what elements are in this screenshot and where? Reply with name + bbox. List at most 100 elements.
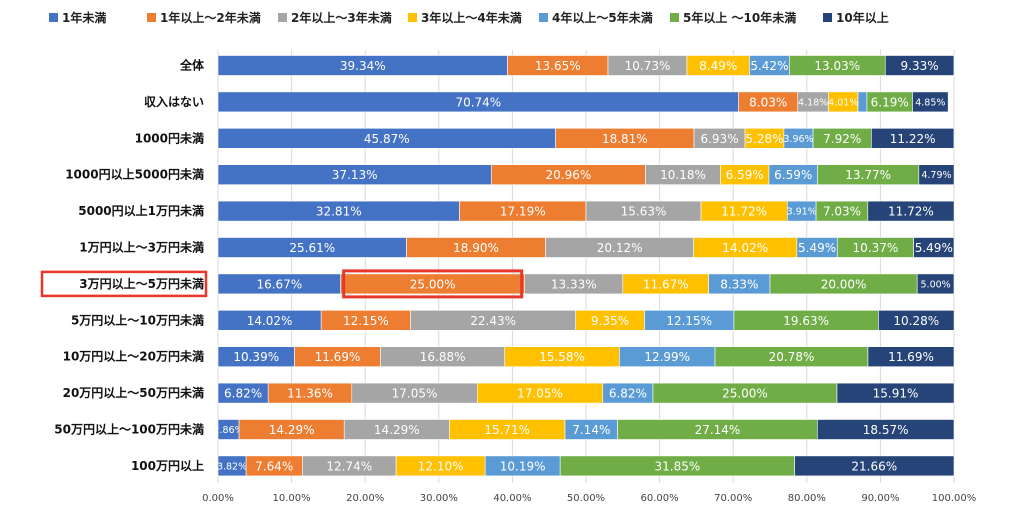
x-axis-ticks: 0.00% 10.00% 20.00% 30.00% 40.00% 50.00% 60.00… bbox=[202, 493, 976, 504]
x-tick-label: 100.00% bbox=[932, 493, 977, 504]
x-tick-label: 90.00% bbox=[861, 493, 899, 504]
legend-swatch bbox=[670, 13, 679, 22]
data-label: 11.69% bbox=[315, 350, 361, 364]
category-label: 20万円以上～50万円未満 bbox=[63, 385, 204, 400]
x-tick-label: 40.00% bbox=[493, 493, 531, 504]
data-label: 10.28% bbox=[893, 314, 939, 328]
data-label: 16.67% bbox=[256, 277, 302, 291]
data-label: 20.00% bbox=[821, 277, 867, 291]
legend-label: 1年以上～2年未満 bbox=[160, 10, 261, 25]
legend: 1年未満 1年以上～2年未満 2年以上～3年未満 3年以上～4年未満 4年以上～5年未満… bbox=[49, 10, 889, 25]
data-label: 3.82% bbox=[217, 461, 247, 472]
gridlines bbox=[217, 50, 955, 483]
data-label: 2.86% bbox=[213, 425, 243, 436]
data-label: 14.02% bbox=[722, 241, 768, 255]
bar-segment bbox=[867, 346, 955, 368]
x-tick-label: 70.00% bbox=[714, 493, 752, 504]
data-label: 4.85% bbox=[915, 97, 945, 108]
data-label: 5.49% bbox=[798, 241, 836, 255]
category-label: 100万円以上 bbox=[131, 458, 204, 473]
legend-swatch bbox=[147, 13, 156, 22]
data-label: 12.15% bbox=[666, 314, 712, 328]
data-label: 25.61% bbox=[289, 241, 335, 255]
category-label: 1000円未満 bbox=[135, 130, 204, 145]
x-tick-label: 30.00% bbox=[420, 493, 458, 504]
data-label: 6.93% bbox=[700, 132, 738, 146]
data-label: 17.05% bbox=[392, 387, 438, 401]
bar-segment bbox=[918, 164, 955, 185]
data-label: 6.82% bbox=[609, 387, 647, 401]
data-label: 25.00% bbox=[722, 387, 768, 401]
data-label: 20.78% bbox=[769, 350, 815, 364]
data-label: 6.59% bbox=[726, 168, 764, 182]
data-label: 6.19% bbox=[871, 95, 909, 109]
bars: 39.34% 13.65% 10.73% 8.49% 5.42% 13.03% 9.33% 7… bbox=[213, 55, 955, 477]
category-label: 1000円以上5000円未満 bbox=[65, 167, 204, 182]
category-highlight-box bbox=[40, 270, 208, 298]
data-label: 16.88% bbox=[420, 350, 466, 364]
data-label: 27.14% bbox=[695, 423, 741, 437]
data-label: 70.74% bbox=[455, 95, 501, 109]
data-label: 39.34% bbox=[340, 59, 386, 73]
data-label: 9.35% bbox=[591, 314, 629, 328]
data-label: 15.58% bbox=[539, 350, 585, 364]
data-label: 5.49% bbox=[915, 241, 953, 255]
legend-swatch bbox=[49, 13, 58, 22]
x-tick-label: 60.00% bbox=[641, 493, 679, 504]
data-label: 12.74% bbox=[326, 459, 372, 473]
bar-segment bbox=[817, 419, 955, 440]
data-label: 4.79% bbox=[921, 170, 951, 181]
data-label: 17.19% bbox=[500, 205, 546, 219]
data-label: 13.03% bbox=[814, 59, 860, 73]
bar-segment bbox=[794, 455, 955, 477]
legend-label: 5年以上 ～10年未満 bbox=[683, 10, 796, 25]
data-label: 18.57% bbox=[863, 423, 909, 437]
data-label: 21.66% bbox=[851, 459, 897, 473]
data-label: 19.63% bbox=[783, 314, 829, 328]
data-label: 7.03% bbox=[823, 205, 861, 219]
category-label: 5000円以上1万円未満 bbox=[78, 203, 204, 218]
legend-swatch bbox=[278, 13, 287, 22]
data-label: 11.72% bbox=[888, 205, 934, 219]
data-label: 3.91% bbox=[787, 207, 817, 218]
data-label: 7.64% bbox=[255, 459, 293, 473]
bar-segment bbox=[913, 237, 955, 258]
x-tick-label: 80.00% bbox=[788, 493, 826, 504]
legend-label: 4年以上～5年未満 bbox=[552, 10, 653, 25]
bar-segment bbox=[867, 200, 955, 222]
data-label: 14.29% bbox=[374, 423, 420, 437]
data-label: 12.99% bbox=[644, 350, 690, 364]
data-label: 11.22% bbox=[890, 132, 936, 146]
data-label: 20.12% bbox=[597, 241, 643, 255]
data-label: 8.03% bbox=[749, 95, 787, 109]
legend-swatch bbox=[823, 13, 832, 22]
legend-label: 10年以上 bbox=[836, 10, 889, 25]
data-label: 31.85% bbox=[654, 459, 700, 473]
data-label: 10.73% bbox=[625, 59, 671, 73]
bar-segment bbox=[916, 273, 955, 295]
data-label: 9.33% bbox=[901, 59, 939, 73]
bar-segment bbox=[912, 91, 949, 113]
data-label: 6.59% bbox=[774, 168, 812, 182]
data-label: 5.42% bbox=[750, 59, 788, 73]
data-label: 5.00% bbox=[921, 279, 951, 290]
segment-highlight-box bbox=[342, 269, 524, 299]
category-label: 収入はない bbox=[144, 95, 204, 109]
data-label: 17.05% bbox=[517, 387, 563, 401]
x-tick-label: 10.00% bbox=[273, 493, 311, 504]
data-label: 22.43% bbox=[470, 314, 516, 328]
data-label: 12.15% bbox=[343, 314, 389, 328]
data-label: 18.90% bbox=[453, 241, 499, 255]
data-label: 10.37% bbox=[853, 241, 899, 255]
category-label: 10万円以上～20万円未満 bbox=[63, 349, 204, 364]
data-label: 14.02% bbox=[247, 314, 293, 328]
data-label: 15.71% bbox=[484, 423, 530, 437]
legend-label: 2年以上～3年未満 bbox=[291, 10, 392, 25]
data-label: 13.33% bbox=[551, 277, 597, 291]
data-label: 4.18% bbox=[798, 97, 828, 108]
data-label: 10.39% bbox=[233, 350, 279, 364]
data-label: 3.96% bbox=[783, 134, 813, 145]
bar-segment bbox=[878, 309, 955, 331]
x-tick-label: 20.00% bbox=[346, 493, 384, 504]
